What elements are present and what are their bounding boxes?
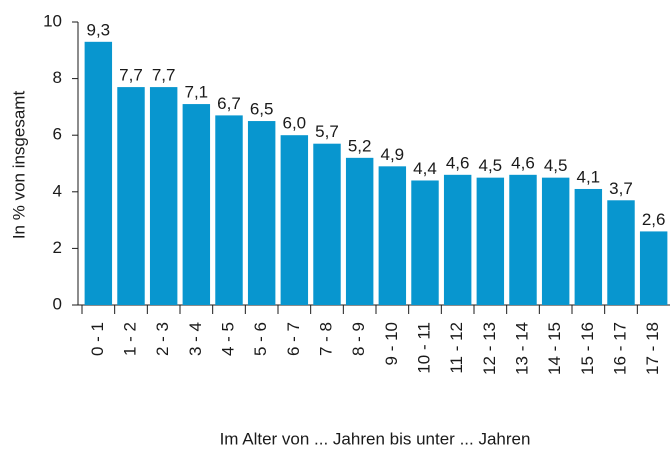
x-tick-label: 16 - 17	[610, 322, 629, 375]
value-label: 7,7	[119, 66, 143, 85]
x-tick-label: 2 - 3	[153, 322, 172, 356]
value-label: 6,0	[283, 114, 307, 133]
bar	[411, 180, 439, 305]
x-tick-label: 4 - 5	[218, 322, 237, 356]
bar	[84, 41, 113, 306]
x-tick-label: 17 - 18	[643, 322, 662, 375]
value-label: 5,2	[348, 136, 372, 155]
y-tick-label: 6	[53, 125, 62, 144]
bar	[607, 200, 635, 305]
x-tick-label: 1 - 2	[120, 322, 139, 356]
bar	[117, 87, 145, 305]
bar	[247, 121, 276, 305]
x-tick-label: 15 - 16	[578, 322, 597, 375]
y-axis-label: In % von insgesamt	[9, 91, 28, 240]
bar	[541, 177, 570, 305]
value-label: 7,1	[185, 83, 209, 102]
x-tick-label: 8 - 9	[349, 322, 368, 356]
bar	[639, 231, 668, 305]
y-tick-label: 0	[53, 294, 62, 313]
y-tick-label: 8	[53, 68, 62, 87]
value-label: 5,7	[315, 122, 339, 141]
value-label: 4,5	[479, 156, 503, 175]
bar	[345, 157, 374, 305]
x-tick-label: 6 - 7	[284, 322, 303, 356]
x-tick-label: 9 - 10	[382, 322, 401, 365]
bar	[280, 135, 309, 305]
x-tick-label: 3 - 4	[186, 322, 205, 356]
bar	[476, 177, 505, 305]
x-tick-label: 5 - 6	[251, 322, 270, 356]
x-tick-label: 7 - 8	[316, 322, 335, 356]
y-tick-label: 4	[53, 181, 62, 200]
bar	[182, 104, 211, 305]
bar	[378, 166, 407, 305]
y-tick-label: 2	[53, 238, 62, 257]
value-label: 4,1	[577, 167, 601, 186]
value-label: 4,5	[544, 156, 568, 175]
value-label: 4,4	[413, 159, 437, 178]
x-axis-label: Im Alter von ... Jahren bis unter ... Ja…	[220, 429, 531, 448]
value-label: 6,7	[217, 94, 241, 113]
value-label: 4,9	[381, 145, 405, 164]
value-label: 4,6	[446, 153, 470, 172]
bar	[574, 188, 603, 305]
x-tick-label: 11 - 12	[447, 322, 466, 374]
value-label: 3,7	[609, 179, 633, 198]
value-label: 7,7	[152, 66, 176, 85]
value-label: 9,3	[87, 20, 111, 39]
value-label: 6,5	[250, 100, 274, 119]
x-tick-label: 13 - 14	[512, 322, 531, 375]
bar	[509, 174, 537, 305]
bar	[443, 174, 472, 305]
x-tick-label: 14 - 15	[545, 322, 564, 375]
x-tick-label: 0 - 1	[88, 322, 107, 356]
bar	[215, 115, 243, 305]
x-tick-label: 12 - 13	[480, 322, 499, 375]
x-tick-label: 10 - 11	[414, 322, 433, 374]
value-label: 2,6	[642, 210, 666, 229]
bar	[313, 143, 341, 305]
y-tick-label: 10	[43, 11, 62, 30]
value-label: 4,6	[511, 153, 535, 172]
bar	[149, 87, 178, 305]
